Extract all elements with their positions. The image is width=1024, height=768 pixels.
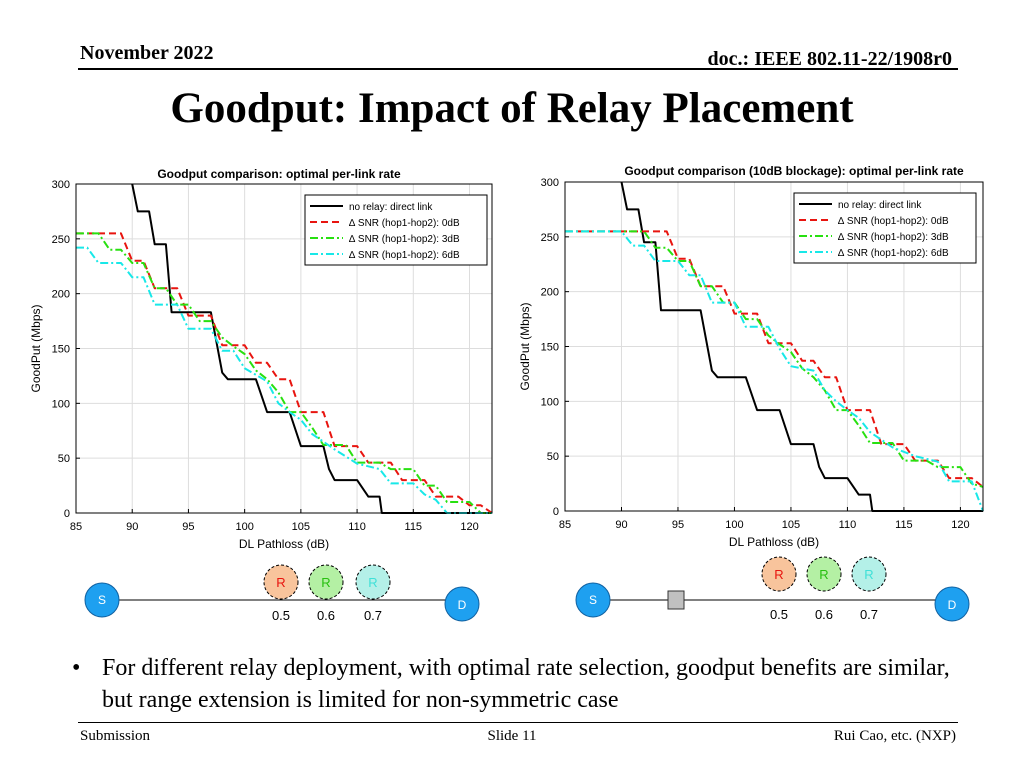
legend-label-0: no relay: direct link: [838, 200, 922, 211]
x-tick-label: 100: [235, 521, 253, 533]
relay-position-0: 0.5: [770, 607, 788, 622]
footer-submission: Submission: [80, 728, 151, 744]
relay-node-1: [806, 556, 842, 592]
relay-position-1: 0.6: [815, 607, 833, 622]
x-tick-label: 105: [782, 519, 800, 531]
dest-node: [444, 586, 480, 622]
y-tick-label: 100: [541, 396, 559, 408]
y-tick-label: 250: [52, 234, 70, 246]
x-tick-label: 90: [615, 519, 627, 531]
relay-node-2: [355, 564, 391, 600]
source-label: S: [98, 593, 106, 607]
chart-1: 85 90 95 100 105 110 115 120 0 50 100 150 200 250 300 G…: [29, 167, 493, 623]
y-tick-label: 250: [541, 232, 559, 244]
dest-node: [934, 586, 970, 622]
relay-label-1: R: [819, 567, 828, 582]
y-tick-label: 50: [547, 451, 559, 463]
header-doc-id: doc.: IEEE 802.11-22/1908r0: [707, 48, 952, 70]
relay-node-0: [263, 564, 299, 600]
source-label: S: [589, 593, 597, 607]
x-tick-label: 85: [70, 521, 82, 533]
relay-label-1: R: [321, 575, 330, 590]
slide-title: Goodput: Impact of Relay Placement: [170, 85, 854, 132]
x-tick-label: 120: [951, 519, 969, 531]
y-tick-label: 300: [52, 179, 70, 191]
source-node: [575, 582, 611, 618]
x-tick-label: 100: [725, 519, 743, 531]
legend-label-1: ∆ SNR (hop1-hop2): 0dB: [349, 218, 460, 229]
header-rule: [78, 68, 958, 70]
chart-title: Goodput comparison (10dB blockage): opti…: [624, 164, 964, 178]
y-tick-label: 200: [541, 287, 559, 299]
relay-label-2: R: [864, 567, 873, 582]
chart-title: Goodput comparison: optimal per-link rat…: [157, 167, 401, 181]
x-tick-label: 110: [348, 521, 366, 533]
relay-label-2: R: [368, 575, 377, 590]
relay-position-1: 0.6: [317, 608, 335, 623]
topology-diagram: S D R 0.5 R 0.6 R 0.7: [575, 556, 970, 622]
blockage-box: [667, 590, 685, 610]
y-tick-label: 0: [553, 506, 559, 518]
y-tick-label: 150: [52, 344, 70, 356]
y-tick-label: 150: [541, 342, 559, 354]
relay-node-1: [308, 564, 344, 600]
series-line-0: [620, 181, 983, 512]
x-tick-label: 95: [182, 521, 194, 533]
legend: no relay: direct link ∆ SNR (hop1-hop2): …: [304, 194, 488, 266]
relay-label-0: R: [774, 567, 783, 582]
footer-rule: [78, 722, 958, 723]
x-tick-label: 115: [405, 521, 423, 533]
x-tick-label: 120: [460, 521, 478, 533]
legend-label-3: ∆ SNR (hop1-hop2): 6dB: [838, 248, 949, 259]
x-axis-label: DL Pathloss (dB): [239, 537, 329, 551]
x-tick-label: 95: [672, 519, 684, 531]
footer-author: Rui Cao, etc. (NXP): [833, 728, 956, 744]
x-tick-label: 110: [839, 519, 857, 531]
header-date: November 2022: [80, 42, 214, 64]
legend-label-1: ∆ SNR (hop1-hop2): 0dB: [838, 216, 949, 227]
legend: no relay: direct link ∆ SNR (hop1-hop2): …: [793, 192, 977, 264]
dest-label: D: [458, 598, 467, 612]
relay-position-0: 0.5: [272, 608, 290, 623]
relay-node-0: [761, 556, 797, 592]
y-tick-label: 300: [541, 177, 559, 189]
x-tick-label: 90: [126, 521, 138, 533]
y-axis-label: GoodPut (Mbps): [29, 304, 43, 392]
legend-label-2: ∆ SNR (hop1-hop2): 3dB: [349, 234, 460, 245]
y-tick-label: 0: [64, 508, 70, 520]
relay-label-0: R: [276, 575, 285, 590]
y-tick-label: 50: [58, 453, 70, 465]
relay-position-2: 0.7: [860, 607, 878, 622]
legend-label-2: ∆ SNR (hop1-hop2): 3dB: [838, 232, 949, 243]
x-tick-label: 105: [292, 521, 310, 533]
series-line-2: [76, 232, 492, 514]
dest-label: D: [948, 598, 957, 612]
series-line-0: [131, 183, 492, 514]
x-tick-label: 85: [559, 519, 571, 531]
footer-slide-number: Slide 11: [487, 728, 537, 744]
y-axis-label: GoodPut (Mbps): [518, 302, 532, 390]
legend-label-3: ∆ SNR (hop1-hop2): 6dB: [349, 250, 460, 261]
bullet-text: For different relay deployment, with opt…: [102, 655, 950, 713]
bullet-icon: •: [72, 655, 81, 681]
relay-position-2: 0.7: [364, 608, 382, 623]
relay-node-2: [851, 556, 887, 592]
x-tick-label: 115: [895, 519, 913, 531]
y-tick-label: 200: [52, 289, 70, 301]
source-node: [84, 582, 120, 618]
x-axis-label: DL Pathloss (dB): [729, 535, 819, 549]
topology-diagram: S D R 0.5 R 0.6 R 0.7: [84, 564, 480, 623]
chart-2: 85 90 95 100 105 110 115 120 0 50 100 150 200 250 300 G…: [518, 164, 984, 622]
series-line-3: [565, 230, 984, 512]
legend-label-0: no relay: direct link: [349, 202, 433, 213]
y-tick-label: 100: [52, 398, 70, 410]
series-line-2: [565, 230, 984, 488]
